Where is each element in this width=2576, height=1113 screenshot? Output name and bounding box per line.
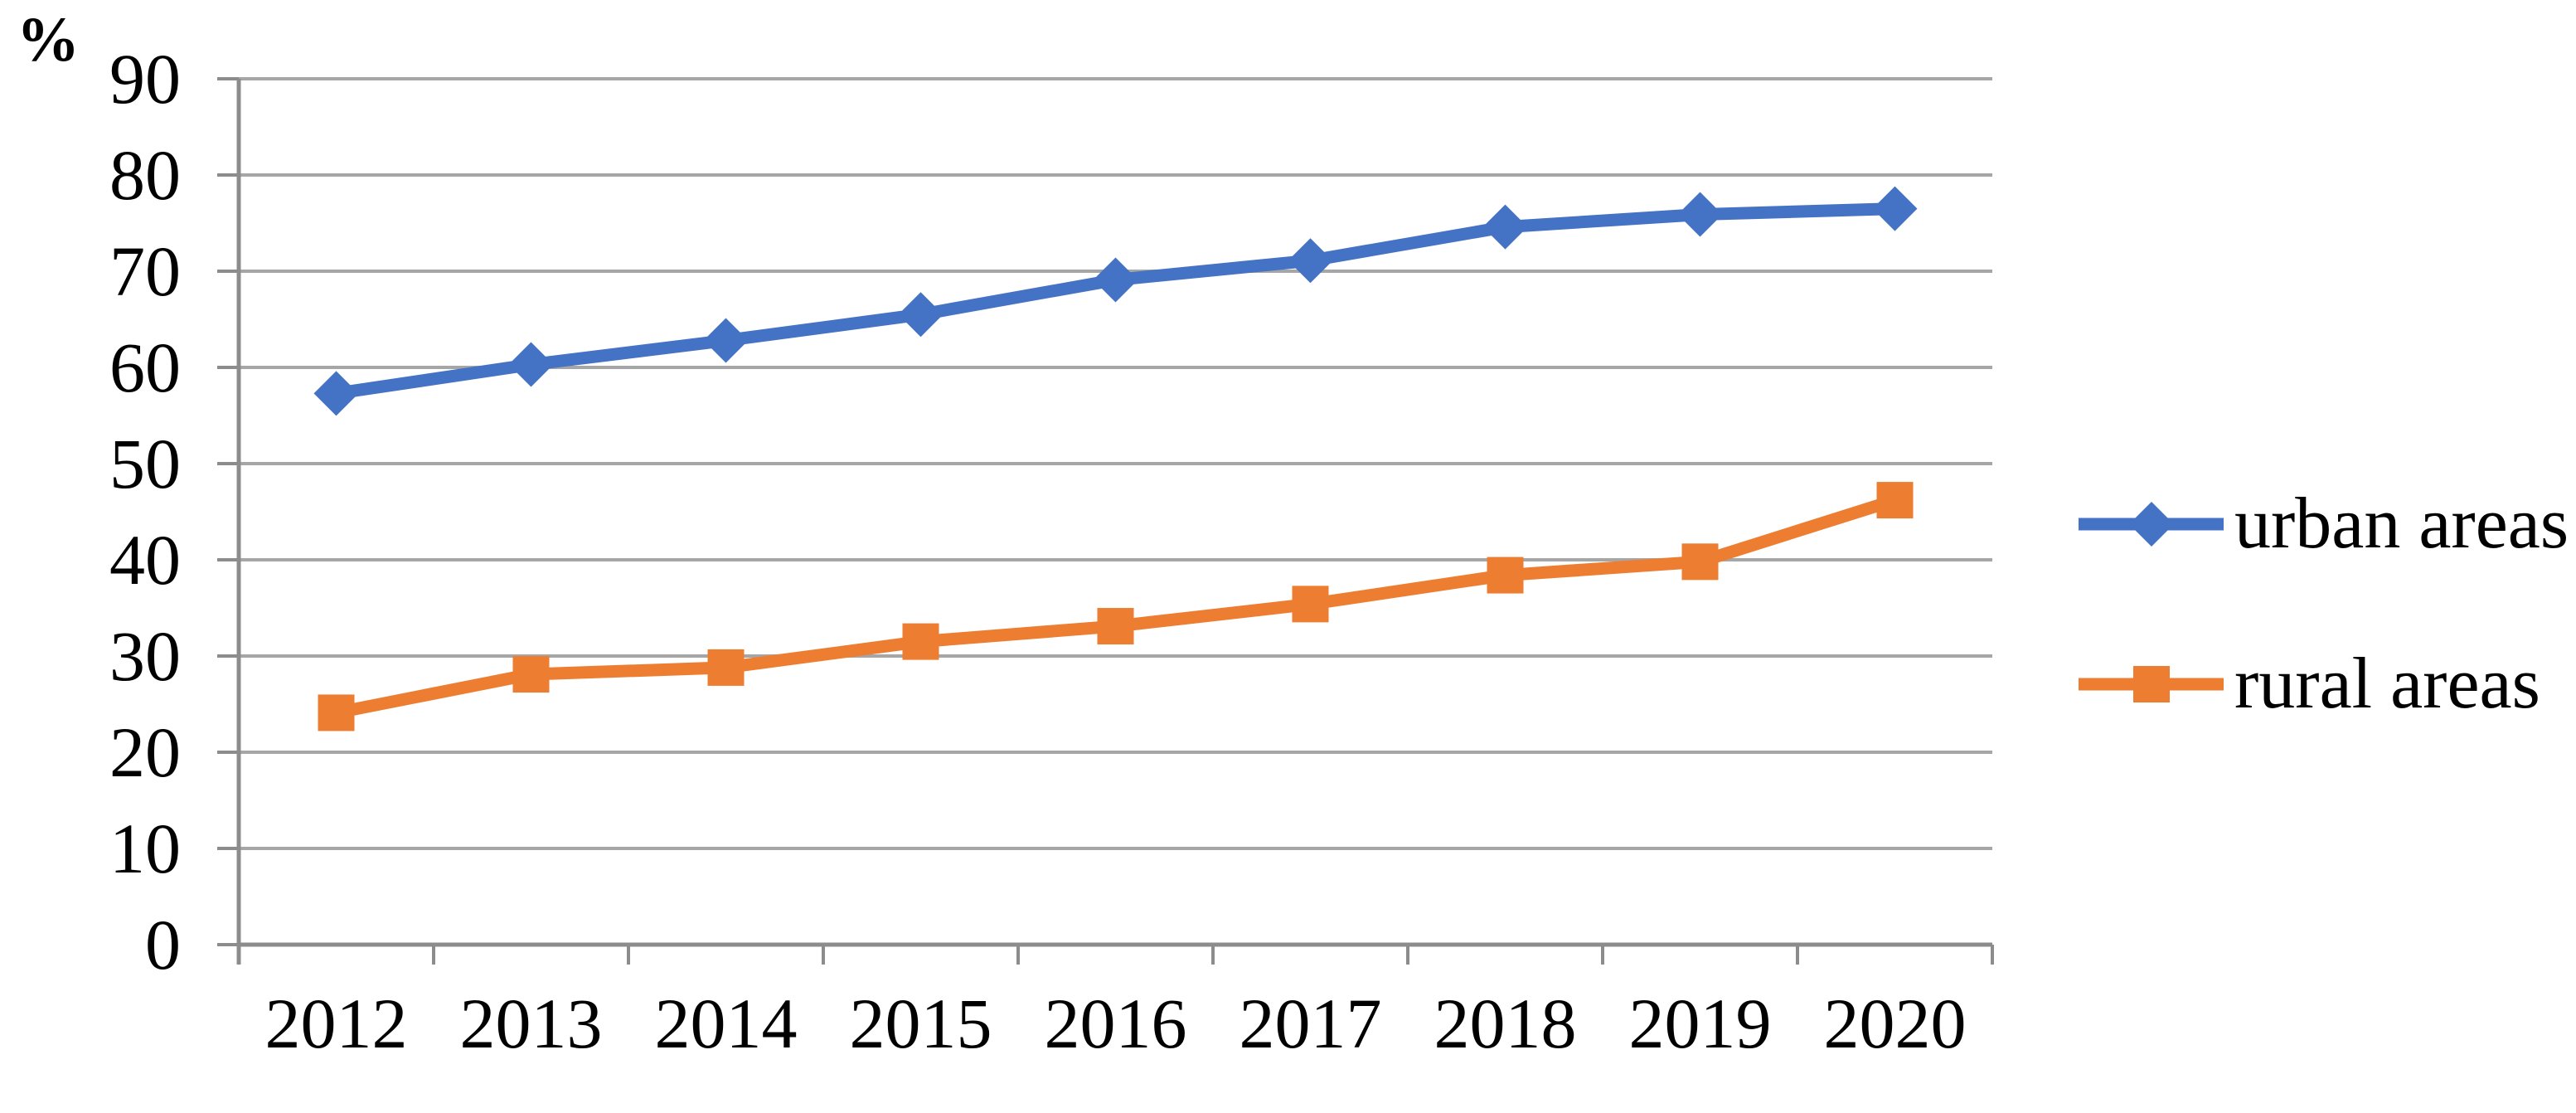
x-tick-label: 2018	[1434, 984, 1577, 1063]
y-tick-label: 40	[109, 520, 181, 600]
legend-label: rural areas	[2234, 644, 2540, 724]
data-point-square	[512, 656, 550, 693]
y-tick-label: 50	[109, 424, 181, 503]
data-point-square	[1487, 556, 1524, 594]
x-tick-label: 2019	[1629, 984, 1772, 1063]
data-point-square	[318, 694, 355, 731]
y-tick-label: 10	[109, 809, 181, 888]
data-point-square	[1681, 543, 1719, 581]
data-point-diamond	[1482, 204, 1528, 250]
y-tick-label: 80	[109, 135, 181, 215]
data-point-square	[2133, 666, 2170, 702]
y-tick-label: 0	[145, 905, 181, 984]
data-point-diamond	[1288, 238, 1333, 284]
y-tick-label: 20	[109, 712, 181, 792]
data-point-diamond	[1677, 192, 1723, 237]
urban-series-marker-icon	[2079, 502, 2224, 547]
data-point-square	[1876, 482, 1914, 519]
data-point-square	[1292, 586, 1329, 623]
x-tick-label: 2016	[1045, 984, 1187, 1063]
data-point-diamond	[2129, 502, 2174, 547]
x-tick-label: 2017	[1239, 984, 1382, 1063]
rural-series-marker-icon	[2079, 666, 2224, 702]
y-tick-label: 90	[109, 39, 181, 119]
data-point-diamond	[1093, 257, 1138, 303]
data-point-diamond	[898, 292, 944, 338]
data-point-square	[1097, 608, 1134, 645]
data-point-diamond	[1872, 186, 1918, 231]
data-point-diamond	[313, 371, 359, 416]
y-axis-unit-label: %	[17, 5, 80, 75]
y-tick-label: 60	[109, 328, 181, 407]
x-tick-label: 2020	[1824, 984, 1967, 1063]
data-point-diamond	[703, 318, 749, 363]
data-point-square	[707, 649, 745, 686]
legend-item-urban-areas: urban areas	[2079, 486, 2569, 562]
legend: urban areas rural areas	[2073, 0, 2576, 1113]
x-tick-label: 2012	[265, 984, 408, 1063]
legend-label: urban areas	[2234, 484, 2569, 564]
data-point-square	[902, 623, 939, 660]
x-tick-label: 2014	[655, 984, 798, 1063]
x-tick-label: 2013	[460, 984, 603, 1063]
legend-item-rural-areas: rural areas	[2079, 646, 2540, 722]
x-tick-label: 2015	[850, 984, 992, 1063]
series-line-rural-areas	[330, 493, 1901, 719]
data-point-diamond	[508, 342, 554, 387]
y-tick-label: 30	[109, 616, 181, 696]
y-tick-label: 70	[109, 231, 181, 311]
